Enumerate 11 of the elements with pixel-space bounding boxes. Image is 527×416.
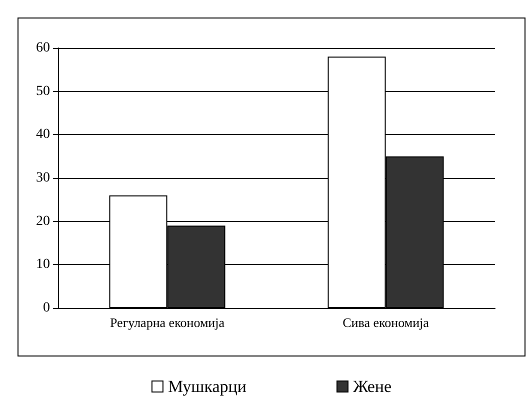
y-tick-label: 60 bbox=[36, 40, 50, 56]
x-tick-label: Регуларна економија bbox=[110, 315, 225, 330]
x-tick-label: Сива економија bbox=[342, 315, 430, 330]
y-tick-label: 20 bbox=[36, 214, 50, 229]
y-tick-label: 40 bbox=[36, 127, 50, 142]
y-tick-label: 10 bbox=[36, 257, 50, 272]
y-tick-label: 50 bbox=[36, 84, 50, 99]
legend-label: Жене bbox=[352, 377, 392, 396]
legend-label: Мушкарци bbox=[168, 377, 246, 396]
y-tick-label: 0 bbox=[43, 300, 50, 316]
y-tick-label: 30 bbox=[36, 170, 50, 186]
